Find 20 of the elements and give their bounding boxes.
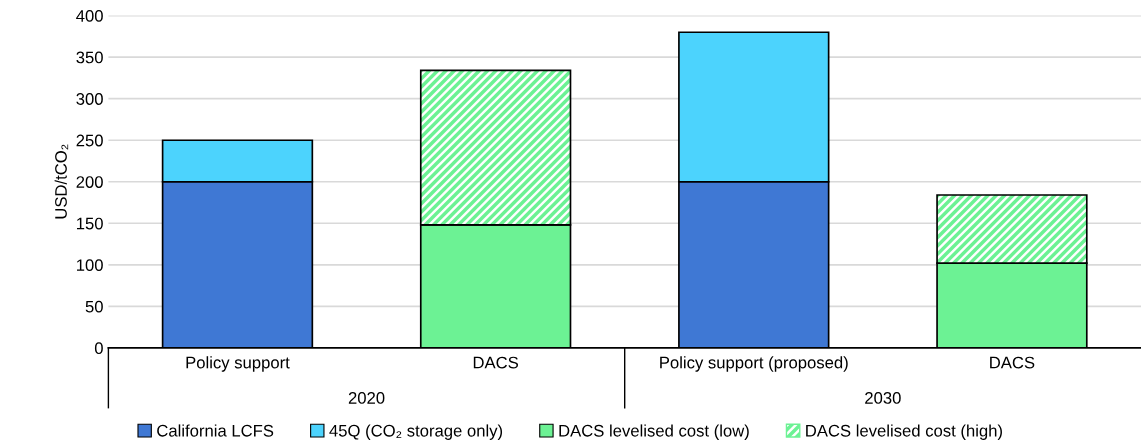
legend-label: California LCFS [157,424,274,437]
y-tick-label: 0 [94,342,103,355]
y-tick-label: 350 [76,51,103,64]
y-tick-label: 100 [77,259,103,272]
y-tick-label: 200 [76,176,103,188]
y-tick-label: 300 [76,93,103,105]
y-tick-label: 400 [76,10,103,22]
text: 2030 [865,392,901,404]
x-tick-label: DACS [990,356,1035,369]
legend-label: 45Q (CO₂ storage only) [329,424,503,440]
text: 2020 [348,392,385,404]
y-tick-label: 150 [77,217,103,230]
legend-label: DACS levelised cost (low) [559,424,749,440]
y-tick-label: 50 [85,300,103,313]
x-tick-label: DACS [473,356,519,369]
legend-label: DACS levelised cost (high) [806,424,1002,440]
x-tick-label: Policy support (proposed) [660,356,848,372]
y-axis-title: USD/tCO₂ [54,144,69,219]
y-tick-label: 250 [76,134,103,147]
x-tick-label: Policy support [186,356,290,372]
